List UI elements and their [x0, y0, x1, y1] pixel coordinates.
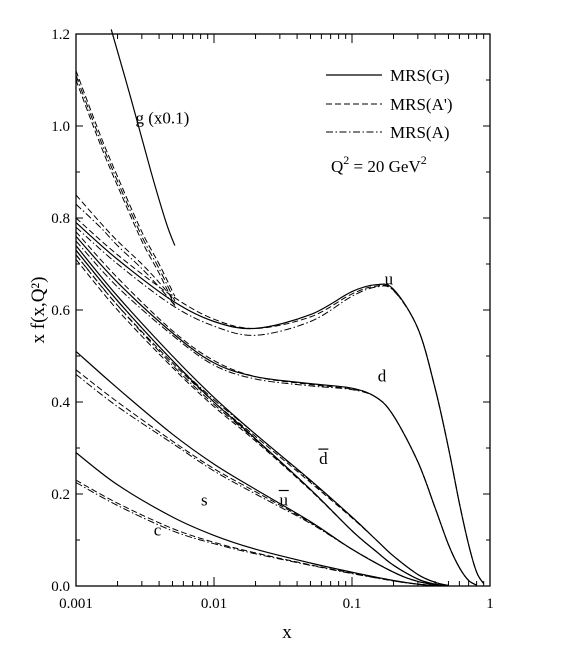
- x-tick-label: 0.001: [59, 596, 93, 612]
- series-d-dashdot: [75, 240, 477, 586]
- series-gx-dashed: [75, 70, 176, 297]
- series-c-dashed: [75, 479, 436, 587]
- series--dashdot: [75, 254, 449, 587]
- curve-label-c: c: [154, 520, 162, 539]
- curve-label-s: s: [201, 491, 208, 510]
- x-axis-title: x: [282, 622, 292, 643]
- series-s-dashed: [75, 369, 443, 587]
- series-u-dashdot: [75, 226, 485, 584]
- axis-ticks: 0.0 0.2 0.4 0.6 0.8 1.0 1.2 0.001 0.01 0.1 1: [51, 27, 494, 612]
- series-d-dashed: [75, 254, 449, 587]
- x-tick-label: 0.1: [343, 596, 362, 612]
- curve-labels: u d d u s c g (x0.1): [136, 109, 394, 540]
- y-tick-label: 0.8: [51, 211, 70, 227]
- y-tick-label: 0.0: [51, 579, 70, 595]
- y-tick-label: 1.0: [51, 119, 70, 135]
- q-squared-annotation: Q2 = 20 GeV2: [331, 153, 427, 176]
- legend-label-mrs-g: MRS(G): [390, 66, 450, 85]
- series--dashed: [75, 259, 449, 587]
- y-tick-label: 0.6: [51, 303, 70, 319]
- curve-label-u: u: [385, 270, 394, 289]
- series-d-solid: [75, 235, 477, 586]
- legend-label-mrs-a: MRS(A): [390, 123, 450, 142]
- q-exponent: 2: [343, 153, 349, 167]
- curve-label-g: g (x0.1): [136, 109, 190, 128]
- unit-exponent: 2: [421, 153, 427, 167]
- curve-label-dbar: d: [319, 449, 328, 468]
- series-gx-dashdot: [75, 203, 176, 306]
- series-c-solid: [75, 452, 436, 587]
- y-tick-label: 0.4: [51, 395, 70, 411]
- series-d-dashed: [75, 231, 477, 586]
- y-tick-label: 1.2: [51, 27, 70, 43]
- series-gx-dashdot: [75, 75, 176, 302]
- legend-label-mrs-a-prime: MRS(A'): [390, 95, 453, 114]
- series-gx-solid: [110, 29, 176, 246]
- q-value: = 20 GeV: [349, 157, 421, 176]
- series-c-dashdot: [75, 482, 436, 587]
- series-s-dashdot: [75, 374, 443, 587]
- x-tick-label: 0.01: [201, 596, 227, 612]
- curve-label-ubar: u: [279, 491, 288, 510]
- q-symbol: Q: [331, 157, 343, 176]
- legend: MRS(G) MRS(A') MRS(A): [326, 66, 453, 142]
- y-tick-label: 0.2: [51, 487, 70, 503]
- curve-label-d: d: [378, 366, 387, 385]
- y-axis-title: x f(x,Q²): [28, 277, 49, 344]
- series-u-solid: [75, 222, 485, 585]
- series-gx-dashed: [75, 194, 176, 302]
- data-curves: [75, 29, 485, 587]
- x-tick-label: 1: [486, 596, 494, 612]
- series-u-dashed: [75, 217, 485, 584]
- series-gx-dashed: [75, 79, 176, 306]
